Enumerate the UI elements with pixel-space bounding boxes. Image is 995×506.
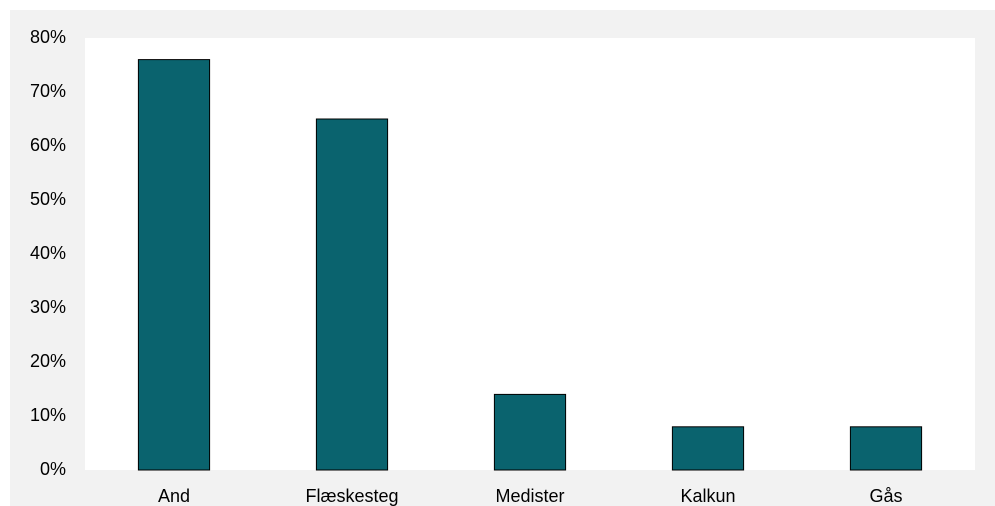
bar — [137, 59, 211, 471]
bar — [849, 426, 923, 471]
x-tick-label: And — [158, 486, 190, 506]
y-tick-label: 80% — [30, 27, 66, 47]
y-tick-label: 0% — [40, 459, 66, 479]
x-tick-label: Kalkun — [680, 486, 735, 506]
x-tick-label: Medister — [495, 486, 564, 506]
bar — [671, 426, 745, 471]
y-tick-label: 20% — [30, 351, 66, 371]
y-tick-label: 50% — [30, 189, 66, 209]
bar — [315, 118, 389, 471]
x-tick-label: Flæskesteg — [305, 486, 398, 506]
y-tick-label: 70% — [30, 81, 66, 101]
y-tick-label: 40% — [30, 243, 66, 263]
y-tick-label: 60% — [30, 135, 66, 155]
bar — [493, 393, 567, 471]
y-tick-label: 30% — [30, 297, 66, 317]
x-tick-label: Gås — [869, 486, 902, 506]
y-tick-label: 10% — [30, 405, 66, 425]
